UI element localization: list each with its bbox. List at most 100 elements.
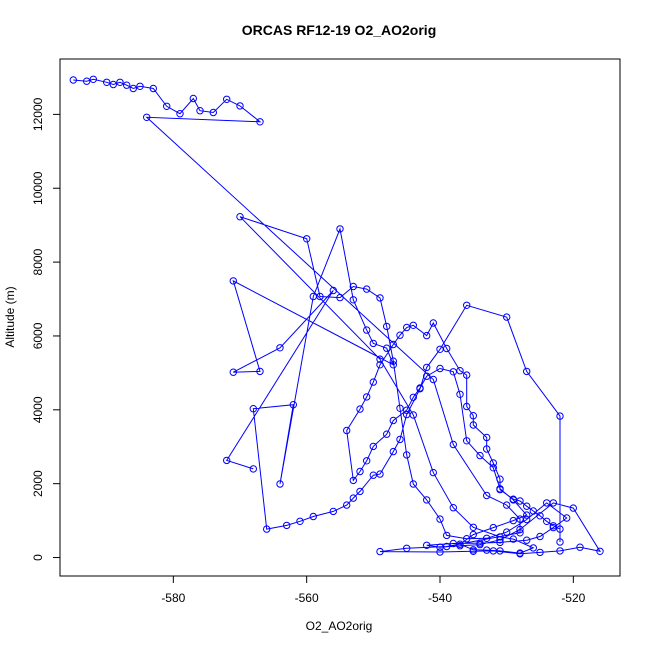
data-point: [276, 480, 284, 488]
data-point: [569, 504, 577, 512]
y-tick-label: 4000: [31, 396, 45, 423]
data-point: [236, 102, 244, 110]
data-point: [389, 361, 397, 369]
data-point: [396, 331, 404, 339]
data-point: [229, 368, 238, 376]
data-point: [463, 402, 471, 411]
data-point: [163, 102, 171, 111]
data-point: [469, 530, 477, 539]
data-point: [69, 76, 78, 84]
y-axis-label: Altitude (m): [3, 286, 17, 347]
data-point: [476, 539, 484, 547]
data-point: [496, 485, 504, 494]
data-point: [476, 451, 484, 460]
data-point: [436, 543, 444, 551]
data-point: [469, 421, 477, 429]
data-point: [576, 543, 584, 551]
data-point: [389, 447, 397, 456]
data-point: [463, 301, 471, 309]
data-point: [516, 525, 524, 534]
data-point: [369, 471, 377, 479]
data-point: [369, 442, 377, 451]
data-point: [396, 435, 404, 444]
x-axis-label: O2_AO2orig: [306, 619, 373, 633]
x-tick-label: -540: [428, 591, 452, 605]
series-line: [73, 78, 602, 555]
data-point: [303, 235, 311, 243]
data-point: [309, 292, 317, 301]
data-point: [389, 416, 397, 425]
data-point: [223, 95, 231, 104]
data-point: [469, 523, 477, 531]
data-point: [329, 286, 337, 295]
data-point: [296, 517, 304, 525]
data-point: [236, 213, 244, 221]
data-point: [389, 357, 397, 365]
data-point: [523, 515, 531, 524]
data-point: [563, 514, 571, 522]
data-point: [469, 546, 477, 554]
data-point: [403, 544, 411, 552]
data-point: [509, 535, 517, 543]
x-tick-label: -560: [295, 591, 319, 605]
data-point: [363, 393, 371, 401]
data-point: [363, 326, 371, 334]
data-point: [389, 340, 397, 349]
data-point: [136, 82, 144, 91]
data-point: [189, 94, 198, 103]
y-tick-label: 6000: [31, 322, 45, 349]
data-point: [596, 547, 604, 555]
data-point: [429, 375, 437, 384]
data-point: [429, 319, 437, 327]
data-point: [343, 426, 351, 435]
data-point: [349, 282, 357, 291]
data-point: [336, 225, 344, 233]
data-point: [496, 538, 504, 547]
data-point: [496, 536, 504, 544]
series-layer: [69, 75, 604, 558]
data-point: [343, 501, 351, 509]
data-point: [363, 457, 371, 465]
y-tick-label: 0: [31, 554, 45, 561]
data-point: [276, 344, 284, 352]
y-axis: 0 2000 4000 6000 8000 10000 12000: [31, 97, 61, 561]
data-point: [329, 507, 337, 516]
data-point: [523, 536, 531, 544]
data-point: [403, 410, 411, 419]
data-point: [196, 107, 204, 115]
data-point: [89, 75, 98, 84]
data-point: [103, 78, 111, 87]
data-point: [369, 339, 377, 348]
data-point: [463, 371, 471, 379]
data-point: [423, 331, 431, 340]
data-point: [409, 321, 417, 329]
data-point: [423, 372, 431, 380]
data-point: [256, 118, 264, 126]
data-point: [483, 534, 491, 542]
data-point: [283, 521, 291, 530]
data-point: [83, 77, 91, 85]
data-point: [349, 476, 357, 485]
data-point: [409, 480, 417, 488]
data-point: [176, 110, 184, 118]
data-point: [483, 491, 491, 500]
data-point: [149, 84, 158, 93]
data-point: [516, 549, 524, 557]
data-point: [503, 501, 511, 509]
data-point: [349, 296, 357, 304]
data-point: [516, 497, 524, 505]
data-point: [536, 548, 544, 557]
data-point: [436, 548, 444, 556]
data-point: [123, 81, 131, 89]
data-point: [483, 546, 491, 554]
data-point: [549, 522, 557, 530]
data-point: [403, 323, 411, 332]
data-point: [256, 367, 264, 376]
data-point: [436, 364, 444, 373]
data-point: [289, 401, 297, 409]
y-tick-label: 12000: [31, 97, 45, 131]
data-point: [423, 541, 431, 549]
data-point: [456, 367, 464, 375]
data-point: [556, 547, 564, 555]
x-axis: -580 -560 -540 -520: [161, 575, 586, 605]
